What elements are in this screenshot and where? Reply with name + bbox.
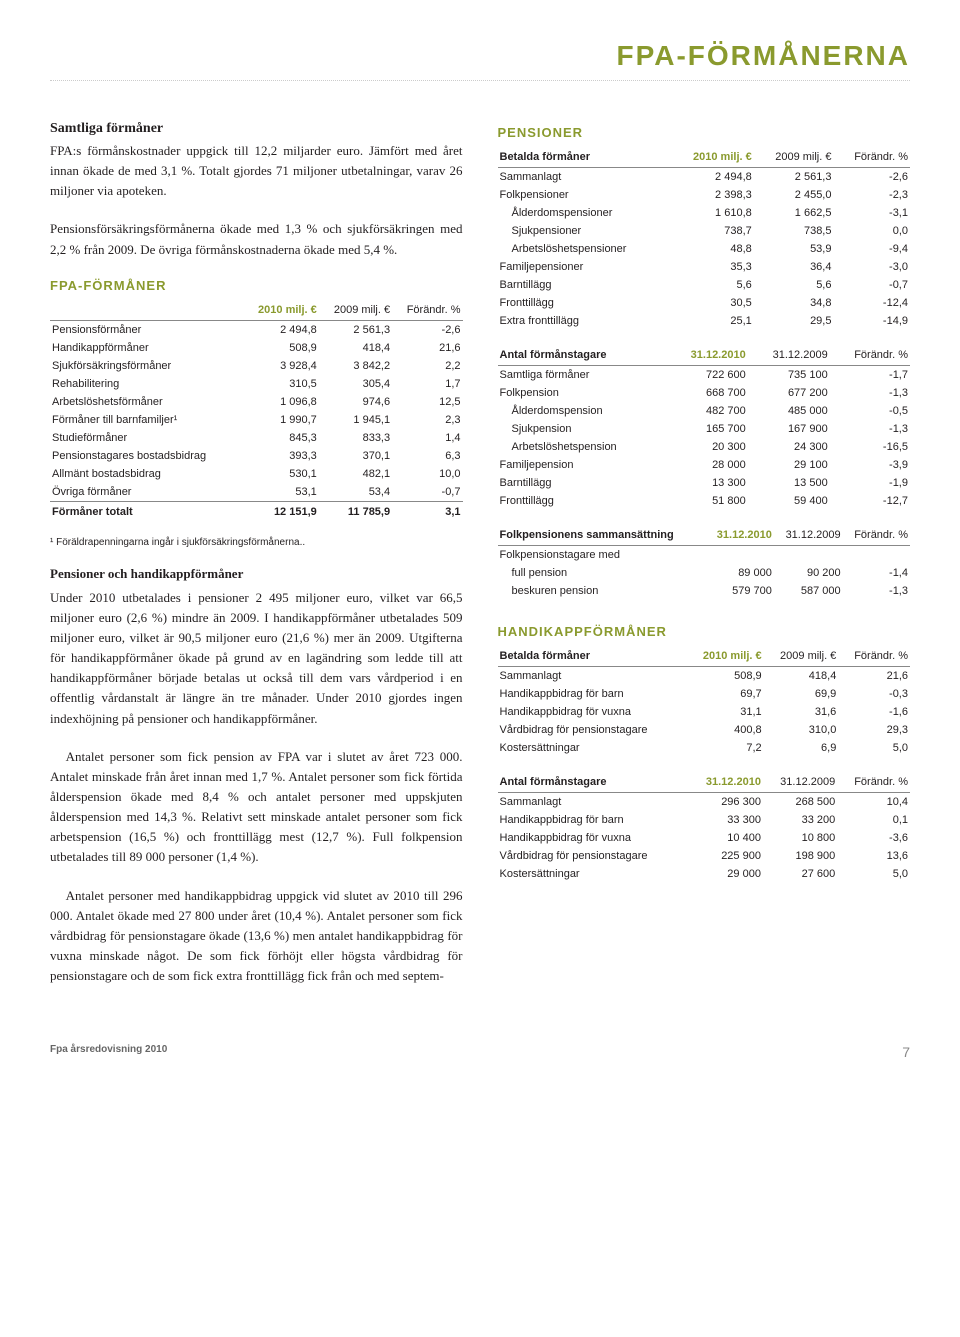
table-row: Sjukpension165 700167 900-1,3	[498, 420, 911, 438]
footer-doc-title: Fpa årsredovisning 2010	[50, 1044, 167, 1060]
table-handikapp-antal: Antal förmånstagare 31.12.2010 31.12.200…	[498, 773, 911, 883]
table-row: Folkpension668 700677 200-1,3	[498, 384, 911, 402]
col-header: 31.12.2009	[748, 346, 830, 366]
col-header: Förändr. %	[843, 526, 910, 546]
col-header: 31.12.2010	[705, 526, 774, 546]
table-row: Handikappförmåner508,9418,421,6	[50, 339, 463, 357]
col-header: 2009 milj. €	[754, 148, 834, 168]
col-header: 2009 milj. €	[764, 647, 839, 667]
col-header: Betalda förmåner	[498, 647, 686, 667]
col-header: Förändr. %	[830, 346, 910, 366]
paragraph: FPA:s förmånskostnader uppgick till 12,2…	[50, 141, 463, 201]
col-header: 2010 milj. €	[671, 148, 754, 168]
table-folkpension-sammansattning: Folkpensionens sammansättning 31.12.2010…	[498, 526, 911, 600]
table-row: Extra fronttillägg25,129,5-14,9	[498, 312, 911, 330]
table-row: full pension89 00090 200-1,4	[498, 564, 911, 582]
table-row: Handikappbidrag för vuxna10 40010 800-3,…	[498, 829, 911, 847]
col-header: 31.12.2010	[666, 346, 748, 366]
table-row: Sammanlagt2 494,82 561,3-2,6	[498, 168, 911, 187]
col-header: Betalda förmåner	[498, 148, 671, 168]
table-pensioner-betalda: Betalda förmåner 2010 milj. € 2009 milj.…	[498, 148, 911, 330]
col-header: Förändr. %	[837, 773, 910, 793]
table-row: Folkpensionstagare med	[498, 546, 911, 565]
col-header: Förändr. %	[833, 148, 910, 168]
table-row: Sjukförsäkringsförmåner3 928,43 842,22,2	[50, 357, 463, 375]
table-total-row: Förmåner totalt 12 151,9 11 785,9 3,1	[50, 501, 463, 521]
table-handikapp-betalda: Betalda förmåner 2010 milj. € 2009 milj.…	[498, 647, 911, 757]
table-row: Barntillägg5,65,6-0,7	[498, 276, 911, 294]
table-row: Fronttillägg51 80059 400-12,7	[498, 492, 911, 510]
col-header: 2010 milj. €	[242, 301, 318, 321]
col-header: Antal förmånstagare	[498, 773, 689, 793]
page-title: FPA-FÖRMÅNERNA	[50, 40, 910, 72]
table-row: Familjepension28 00029 100-3,9	[498, 456, 911, 474]
right-column: PENSIONER Betalda förmåner 2010 milj. € …	[498, 121, 911, 1004]
section-label-handikapp: HANDIKAPPFÖRMÅNER	[498, 624, 911, 639]
table-row: Studieförmåner845,3833,31,4	[50, 429, 463, 447]
table-row: Arbetslöshetspension20 30024 300-16,5	[498, 438, 911, 456]
table-row: Övriga förmåner53,153,4-0,7	[50, 483, 463, 502]
table-row: Ålderdomspension482 700485 000-0,5	[498, 402, 911, 420]
col-header: 2009 milj. €	[319, 301, 392, 321]
col-header: Förändr. %	[838, 647, 910, 667]
table-row: beskuren pension579 700587 000-1,3	[498, 582, 911, 600]
paragraph: Antalet personer med handikappbidrag upp…	[50, 886, 463, 987]
col-header: 2010 milj. €	[686, 647, 764, 667]
left-column: Samtliga förmåner FPA:s förmånskostnader…	[50, 121, 463, 1004]
col-header: 31.12.2010	[689, 773, 763, 793]
col-header: Förändr. %	[392, 301, 462, 321]
table-row: Vårdbidrag för pensionstagare225 900198 …	[498, 847, 911, 865]
footnote: ¹ Föräldrapenningarna ingår i sjukförsäk…	[50, 537, 463, 548]
col-header	[50, 301, 242, 321]
table-pensioner-antal: Antal förmånstagare 31.12.2010 31.12.200…	[498, 346, 911, 510]
heading-pensioner: Pensioner och handikappförmåner	[50, 566, 463, 582]
table-row: Sammanlagt296 300268 50010,4	[498, 793, 911, 812]
col-header: Folkpensionens sammansättning	[498, 526, 706, 546]
table-row: Familjepensioner35,336,4-3,0	[498, 258, 911, 276]
table-row: Folkpensioner2 398,32 455,0-2,3	[498, 186, 911, 204]
table-row: Pensionstagares bostadsbidrag393,3370,16…	[50, 447, 463, 465]
table-row: Vårdbidrag för pensionstagare400,8310,02…	[498, 721, 911, 739]
table-row: Arbetslöshetspensioner48,853,9-9,4	[498, 240, 911, 258]
divider	[50, 80, 910, 81]
two-column-layout: Samtliga förmåner FPA:s förmånskostnader…	[50, 121, 910, 1004]
table-row: Pensionsförmåner2 494,82 561,3-2,6	[50, 320, 463, 339]
col-header: Antal förmånstagare	[498, 346, 666, 366]
table-row: Barntillägg13 30013 500-1,9	[498, 474, 911, 492]
table-row: Kostersättningar29 00027 6005,0	[498, 865, 911, 883]
heading-samtliga: Samtliga förmåner	[50, 121, 463, 137]
table-row: Sjukpensioner738,7738,50,0	[498, 222, 911, 240]
section-label-pensioner: PENSIONER	[498, 125, 911, 140]
paragraph: Under 2010 utbetalades i pensioner 2 495…	[50, 588, 463, 729]
table-row: Handikappbidrag för barn69,769,9-0,3	[498, 685, 911, 703]
table-row: Rehabilitering310,5305,41,7	[50, 375, 463, 393]
paragraph: Antalet personer som fick pension av FPA…	[50, 747, 463, 868]
table-row: Handikappbidrag för barn33 30033 2000,1	[498, 811, 911, 829]
table-row: Förmåner till barnfamiljer¹1 990,71 945,…	[50, 411, 463, 429]
table-row: Ålderdomspensioner1 610,81 662,5-3,1	[498, 204, 911, 222]
page-number: 7	[902, 1044, 910, 1060]
table-row: Arbetslöshetsförmåner1 096,8974,612,5	[50, 393, 463, 411]
table-label-fpa: FPA-FÖRMÅNER	[50, 278, 463, 293]
table-row: Samtliga förmåner722 600735 100-1,7	[498, 366, 911, 385]
table-row: Sammanlagt508,9418,421,6	[498, 667, 911, 686]
table-row: Fronttillägg30,534,8-12,4	[498, 294, 911, 312]
col-header: 31.12.2009	[763, 773, 837, 793]
paragraph: Pensionsförsäkringsförmånerna ökade med …	[50, 219, 463, 259]
table-row: Kostersättningar7,26,95,0	[498, 739, 911, 757]
table-row: Handikappbidrag för vuxna31,131,6-1,6	[498, 703, 911, 721]
page-footer: Fpa årsredovisning 2010 7	[50, 1004, 910, 1060]
col-header: 31.12.2009	[774, 526, 843, 546]
table-row: Allmänt bostadsbidrag530,1482,110,0	[50, 465, 463, 483]
table-fpa-formaner: 2010 milj. € 2009 milj. € Förändr. % Pen…	[50, 301, 463, 521]
